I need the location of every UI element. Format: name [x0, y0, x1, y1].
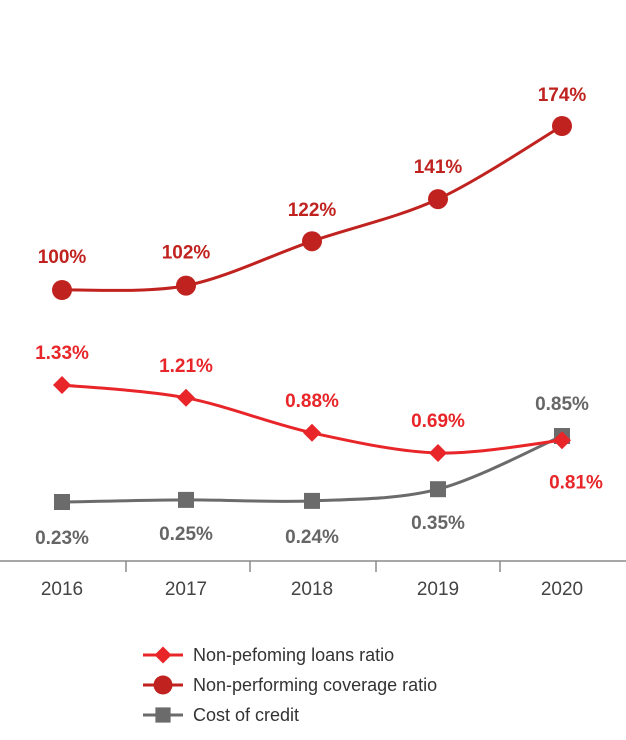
data-label: 1.33% [35, 343, 89, 364]
data-point [176, 275, 196, 296]
legend-label: Non-performing coverage ratio [193, 675, 437, 695]
data-point [304, 492, 320, 509]
data-point [178, 491, 194, 508]
data-label: 0.23% [35, 528, 89, 549]
data-point [553, 431, 571, 450]
data-point [302, 231, 322, 252]
data-point [552, 116, 572, 136]
legend-marker [154, 646, 172, 664]
series-layer: 0.23% 0.25% 0.24% 0.35% 0.85% 1.33% 1.21% 0.88%… [35, 85, 603, 549]
legend-item: Cost of credit [143, 705, 299, 725]
data-label: 141% [414, 157, 463, 178]
x-tick-label: 2018 [291, 579, 333, 600]
data-label: 0.25% [159, 524, 213, 545]
data-point [54, 494, 70, 510]
data-point [303, 423, 321, 442]
data-label: 1.21% [159, 356, 213, 377]
data-label: 100% [38, 247, 87, 268]
legend-label: Non-pefoming loans ratio [193, 645, 394, 665]
data-label: 0.81% [549, 472, 603, 493]
x-tick-label: 2019 [417, 579, 459, 600]
data-label: 0.69% [411, 411, 465, 432]
legend: Non-pefoming loans ratio Non-performing c… [143, 645, 437, 725]
x-tick-label: 2020 [541, 579, 583, 600]
data-point [52, 280, 72, 300]
legend-marker [153, 675, 173, 695]
data-label: 0.24% [285, 527, 339, 548]
x-axis: 2016 2017 2018 2019 2020 [0, 560, 626, 600]
legend-label: Cost of credit [193, 705, 299, 725]
data-label: 102% [162, 243, 211, 264]
legend-item: Non-pefoming loans ratio [143, 645, 394, 665]
legend-marker [155, 707, 171, 723]
x-tick-label: 2016 [41, 579, 83, 600]
data-point [428, 189, 448, 210]
data-label: 0.88% [285, 391, 339, 412]
series-0: 1.33% 1.21% 0.88% 0.69% 0.81% [35, 343, 603, 493]
data-point [430, 481, 446, 498]
series-1: 100% 102% 122% 141% 174% [38, 85, 587, 300]
data-point [177, 388, 195, 407]
data-point [53, 376, 71, 394]
data-point [429, 444, 447, 462]
data-label: 174% [538, 85, 587, 106]
data-label: 122% [288, 200, 337, 221]
legend-item: Non-performing coverage ratio [143, 675, 437, 695]
data-label: 0.35% [411, 513, 465, 534]
series-line [61, 434, 563, 504]
x-tick-label: 2017 [165, 579, 207, 600]
series-2: 0.23% 0.25% 0.24% 0.35% 0.85% [35, 394, 589, 549]
data-label: 0.85% [535, 394, 589, 415]
